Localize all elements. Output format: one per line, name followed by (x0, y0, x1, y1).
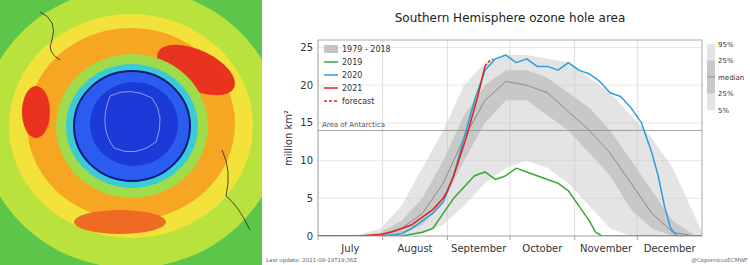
series-line (318, 168, 702, 236)
series-line (318, 66, 485, 236)
map-zone (9, 14, 253, 238)
legend-swatch (324, 74, 338, 76)
y-tick-label: 5 (307, 193, 313, 204)
x-tick-label: September (451, 243, 507, 254)
legend-label: 2021 (342, 84, 362, 93)
band-legend: 95% 25% median 25% 5% (707, 41, 744, 115)
map-zone (0, 0, 262, 265)
y-tick-label: 10 (300, 155, 313, 166)
x-tick-label: October (522, 243, 563, 254)
x-tick (382, 236, 383, 240)
title: Southern Hemisphere ozone hole area (395, 11, 626, 25)
chart-background (262, 0, 750, 265)
plot-frame (318, 40, 702, 236)
band-inner (318, 70, 702, 236)
band-outer (318, 55, 702, 236)
x-tick (510, 236, 511, 240)
series-line (318, 55, 702, 236)
legend-swatch (324, 100, 338, 102)
band-legend-inner (707, 61, 715, 94)
series-line (485, 59, 493, 67)
legend-swatch (324, 45, 338, 53)
band-legend-label: 25% (718, 57, 734, 65)
x-tick (318, 236, 319, 240)
x-tick-label: August (398, 243, 433, 254)
y-tick-label: 25 (300, 42, 313, 53)
chart: Southern Hemisphere ozone hole area milli… (0, 0, 750, 265)
map-zone (66, 64, 198, 188)
band-legend-label: 5% (718, 107, 729, 115)
band-legend-label: 25% (718, 90, 734, 98)
band-legend-outer (707, 44, 715, 110)
legend: 1979 - 2018 2019 2020 2021 forecast (324, 45, 391, 106)
legend-swatch (324, 61, 338, 63)
antarctica-outline (105, 91, 160, 151)
band-legend-median (707, 77, 715, 78)
x-tick (574, 236, 575, 240)
coastline (222, 150, 250, 230)
legend-label: 2020 (342, 71, 362, 80)
x-tick (637, 236, 638, 240)
map-hole (74, 71, 190, 181)
page: {"chart_data": { "type": "line", "title"… (0, 0, 750, 265)
legend-label: 1979 - 2018 (342, 45, 391, 54)
annotation-text: Area of Antarctica (322, 121, 385, 129)
footer-credit: @CopernicusECMWF (691, 257, 748, 264)
y-tick-label: 15 (300, 117, 313, 128)
map-hole-core (90, 82, 178, 166)
legend-label: forecast (342, 97, 374, 106)
x-tick-label: July (340, 243, 359, 254)
x-tick (447, 236, 448, 240)
y-tick-label: 0 (307, 231, 313, 242)
y-tick-label: 20 (300, 80, 313, 91)
coastline (40, 12, 60, 60)
map-patch (22, 86, 50, 138)
footer-update: Last update: 2021-09-19T19:36Z (266, 257, 357, 264)
ozone-map (0, 0, 262, 265)
x-tick-label: December (644, 243, 697, 254)
legend-swatch (324, 87, 338, 89)
y-axis-label: million km² (283, 110, 294, 166)
legend-label: 2019 (342, 58, 362, 67)
band-legend-label: 95% (718, 41, 734, 49)
band-legend-label: median (718, 74, 744, 82)
median-line (318, 81, 702, 236)
plot-area (318, 55, 702, 236)
x-grid-line (382, 40, 383, 236)
map-zone (56, 54, 208, 198)
map-patch (74, 210, 166, 234)
x-tick-label: November (580, 243, 633, 254)
